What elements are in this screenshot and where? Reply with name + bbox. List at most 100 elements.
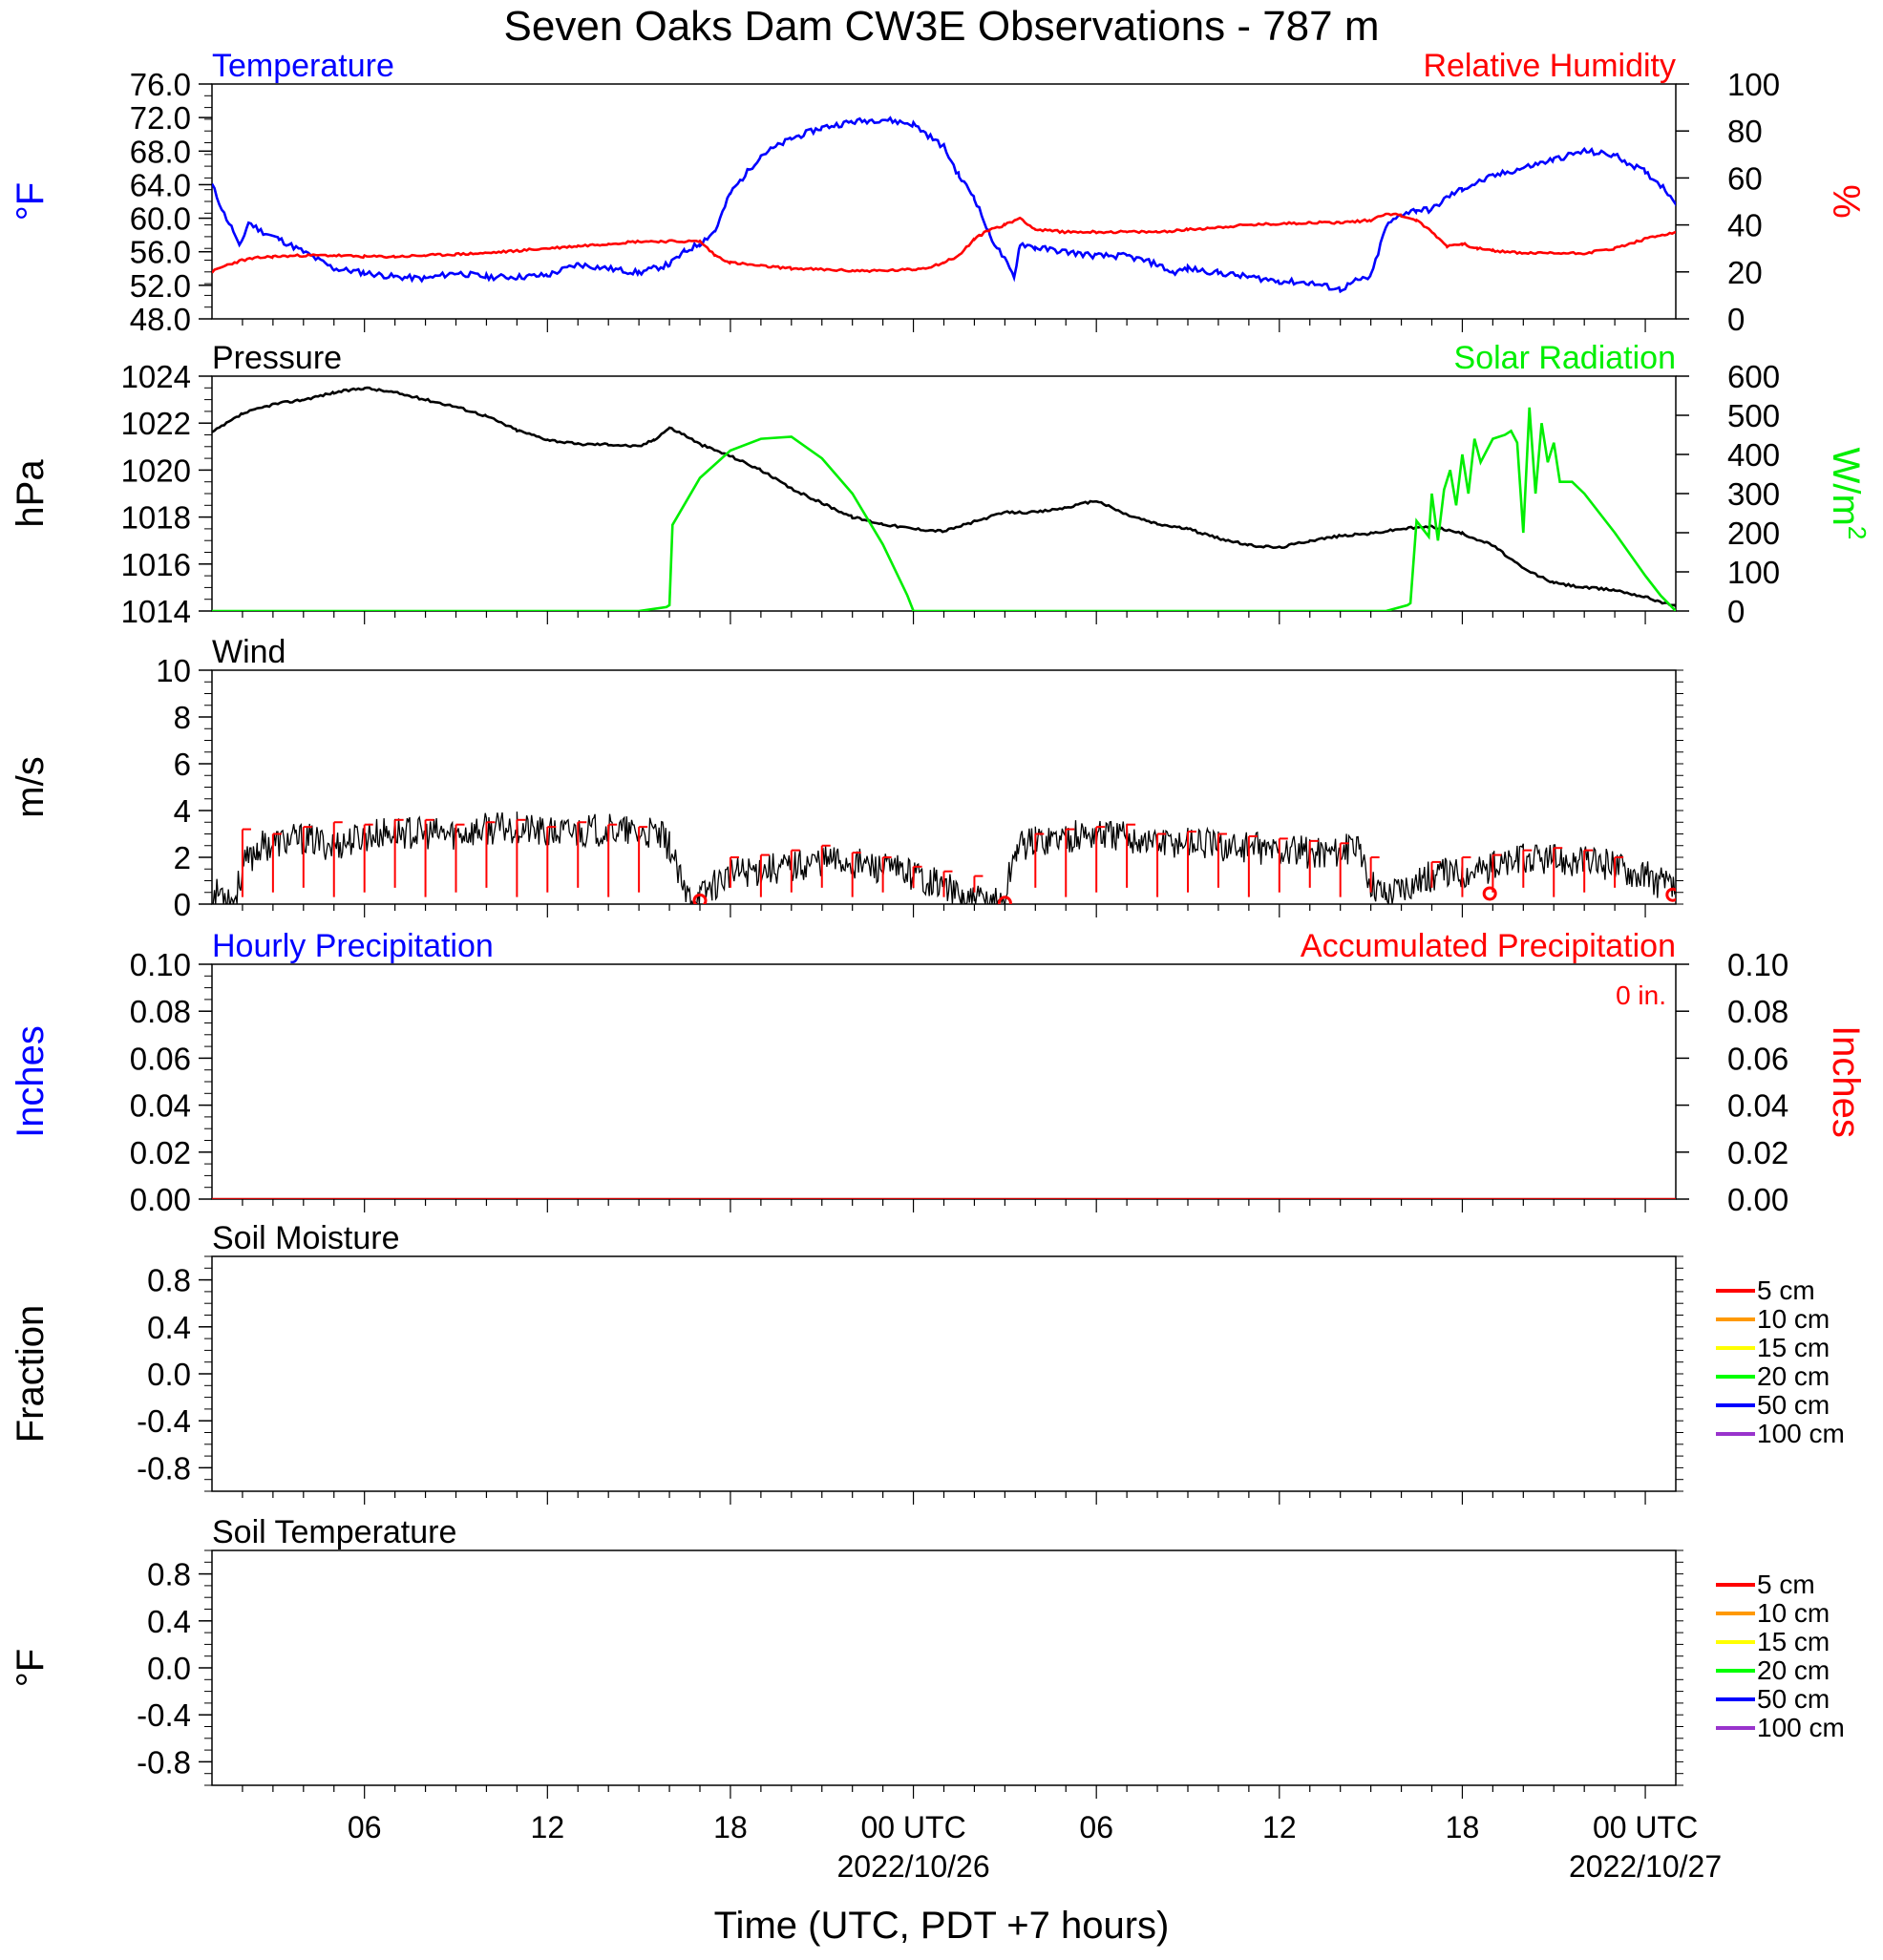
y-tick-label-left: 6	[174, 747, 191, 782]
y-tick-label-left: -0.8	[137, 1450, 191, 1486]
panel-title-left: Hourly Precipitation	[212, 928, 494, 964]
legend-label: 5 cm	[1757, 1275, 1815, 1305]
x-tick-label: 18	[713, 1810, 748, 1844]
y-tick-label-left: 52.0	[130, 268, 191, 304]
x-tick-label: 12	[531, 1810, 565, 1844]
y-tick-label-left: 0.08	[130, 994, 191, 1029]
y-axis-label-left: °F	[10, 1649, 52, 1687]
x-tick-label: 06	[1079, 1810, 1113, 1844]
y-tick-label-right: 0.08	[1727, 994, 1788, 1029]
y-tick-label-left: 1024	[121, 359, 191, 394]
y-axis-label-right: Inches	[1825, 1025, 1867, 1138]
y-axis-label-left: hPa	[10, 459, 52, 528]
legend-label: 15 cm	[1757, 1627, 1830, 1656]
y-tick-label-right: 20	[1727, 255, 1763, 290]
y-tick-label-right: 0.06	[1727, 1041, 1788, 1076]
plot-frame	[211, 1549, 1677, 1786]
legend-label: 10 cm	[1757, 1598, 1830, 1628]
panel-title-left: Soil Moisture	[212, 1220, 400, 1256]
legend-label: 10 cm	[1757, 1304, 1830, 1334]
y-tick-label-right: 0.00	[1727, 1182, 1788, 1217]
x-tick-label: 00 UTC	[1593, 1810, 1698, 1844]
y-tick-label-left: 0.0	[147, 1651, 191, 1686]
y-tick-label-right: 0.04	[1727, 1088, 1788, 1124]
y-tick-label-left: -0.8	[137, 1744, 191, 1780]
y-axis-label-left: Inches	[10, 1025, 52, 1138]
legend-label: 100 cm	[1757, 1713, 1845, 1742]
y-tick-label-left: -0.4	[137, 1403, 191, 1439]
y-tick-label-left: 4	[174, 793, 191, 829]
y-tick-label-left: 0.00	[130, 1182, 191, 1217]
series-line-relative-humidity	[212, 212, 1676, 274]
legend-label: 20 cm	[1757, 1655, 1830, 1685]
panel-title-left: Wind	[212, 634, 286, 670]
x-tick-label: 12	[1262, 1810, 1297, 1844]
y-tick-label-right: 500	[1727, 398, 1780, 433]
calm-circle	[1482, 886, 1497, 901]
panel-wind: 0 2 4 6 8 10 Wind m/s	[10, 634, 1683, 922]
y-tick-label-left: -0.4	[137, 1697, 191, 1733]
panel-title-left: Pressure	[212, 340, 342, 376]
x-tick-label: 00 UTC	[860, 1810, 965, 1844]
y-tick-label-right: 0.02	[1727, 1135, 1788, 1170]
plot-frame	[211, 83, 1677, 320]
y-tick-label-left: 72.0	[130, 100, 191, 136]
panel-temperature_humidity: 48.052.056.060.064.068.072.076.0 0 20 40 60 8…	[10, 48, 1867, 337]
calm-circle	[1665, 887, 1676, 902]
calm-circle	[997, 896, 1012, 904]
x-tick-date-label: 2022/10/26	[836, 1849, 989, 1884]
panel-title-right: Solar Radiation	[1454, 340, 1676, 376]
y-tick-label-left: 0.8	[147, 1263, 191, 1298]
panel-soil_moisture: -0.8 -0.4 0.0 0.4 0.8 Soil Moisture Fraction 5 …	[10, 1220, 1845, 1505]
y-tick-label-left: 0	[174, 887, 191, 922]
y-tick-label-left: 68.0	[130, 134, 191, 169]
y-tick-label-right: 0.10	[1727, 947, 1788, 982]
y-tick-label-left: 0.06	[130, 1041, 191, 1076]
x-axis-label: Time (UTC, PDT +7 hours)	[714, 1905, 1170, 1947]
y-tick-label-right: 40	[1727, 208, 1763, 243]
y-tick-label-right: 200	[1727, 516, 1780, 551]
plot-frame	[211, 669, 1677, 905]
y-axis-label-left: m/s	[10, 756, 52, 817]
x-tick-label: 18	[1446, 1810, 1480, 1844]
y-tick-label-left: 1016	[121, 547, 191, 582]
y-tick-label-right: 100	[1727, 555, 1780, 590]
panel-precipitation: 0.00 0.02 0.04 0.06 0.08 0.10 0.00 0.02 0.04 0.06…	[10, 928, 1867, 1217]
y-tick-label-left: 64.0	[130, 167, 191, 202]
y-tick-label-left: 0.4	[147, 1604, 191, 1639]
plot-frame	[211, 1255, 1677, 1492]
legend-label: 15 cm	[1757, 1333, 1830, 1362]
series-group	[212, 811, 1676, 904]
legend-label: 50 cm	[1757, 1390, 1830, 1420]
y-axis-label-right-superscript: 2	[1843, 526, 1872, 539]
series-group	[212, 116, 1676, 294]
y-tick-label-left: 0.4	[147, 1310, 191, 1345]
y-tick-label-left: 1014	[121, 594, 191, 629]
y-tick-label-right: 400	[1727, 437, 1780, 473]
panel-title-right: Relative Humidity	[1423, 48, 1676, 84]
y-tick-label-right: 100	[1727, 67, 1780, 102]
series-line-temperature	[212, 116, 1676, 294]
panels: 48.052.056.060.064.068.072.076.002040608…	[10, 48, 1872, 1799]
y-axis-label-left: °F	[10, 182, 52, 221]
panel-title-right: Accumulated Precipitation	[1301, 928, 1676, 964]
y-axis-label-right: %	[1825, 184, 1867, 219]
y-tick-label-left: 8	[174, 700, 191, 735]
y-tick-label-right: 0	[1727, 302, 1745, 337]
y-tick-label-left: 76.0	[130, 67, 191, 102]
y-tick-label-left: 48.0	[130, 302, 191, 337]
legend-label: 5 cm	[1757, 1570, 1815, 1599]
time-axis: 06 12 18 00 UTC 2022/10/26 06 12 18 00 UTC 2022/1…	[348, 1810, 1722, 1884]
series-group	[212, 386, 1676, 611]
y-axis-label-right: W/m2	[1825, 448, 1872, 540]
y-tick-label-left: 0.10	[130, 947, 191, 982]
y-tick-label-left: 1020	[121, 453, 191, 488]
y-tick-label-left: 1022	[121, 406, 191, 441]
y-tick-label-left: 10	[156, 653, 191, 688]
y-tick-label-left: 60.0	[130, 201, 191, 237]
y-tick-label-right: 600	[1727, 359, 1780, 394]
y-tick-label-right: 0	[1727, 594, 1745, 629]
